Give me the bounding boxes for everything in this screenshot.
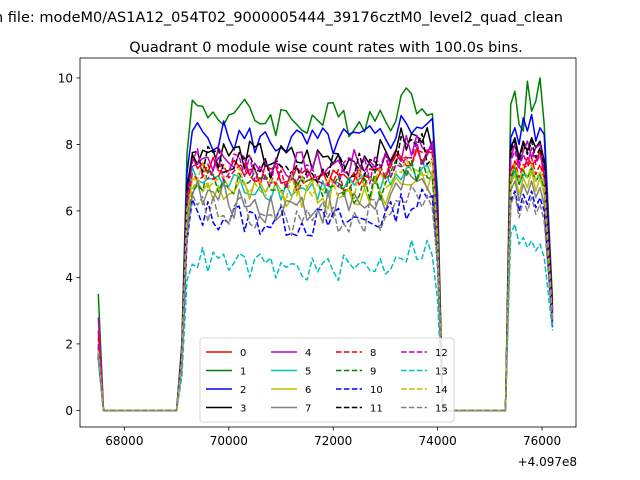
legend-label-0: 0	[240, 348, 246, 359]
legend-label-13: 13	[435, 367, 448, 378]
legend-label-14: 14	[435, 385, 448, 396]
legend-label-15: 15	[435, 404, 448, 415]
x-tick-label-72000: 72000	[314, 434, 352, 448]
legend-label-4: 4	[305, 348, 311, 359]
x-offset-text: +4.097e8	[518, 455, 577, 469]
legend-label-1: 1	[240, 367, 246, 378]
y-tick-label-10: 10	[58, 71, 73, 85]
chart-title: Quadrant 0 module wise count rates with …	[129, 40, 523, 56]
series-line-15	[97, 184, 554, 412]
x-tick-label-70000: 70000	[210, 434, 248, 448]
y-tick-label-4: 4	[65, 271, 73, 285]
legend-label-2: 2	[240, 385, 246, 396]
x-tick-label-74000: 74000	[419, 434, 457, 448]
axes-frame	[79, 57, 577, 428]
y-tick-label-0: 0	[65, 404, 73, 418]
x-tick-label-76000: 76000	[523, 434, 561, 448]
legend-label-5: 5	[305, 367, 311, 378]
y-tick-label-8: 8	[65, 138, 73, 152]
figure-suptitle: n file: modeM0/AS1A12_054T02_9000005444_…	[0, 10, 563, 26]
y-tick-label-6: 6	[65, 204, 73, 218]
legend-label-12: 12	[435, 348, 448, 359]
series-line-14	[97, 157, 554, 412]
series-line-9	[97, 157, 554, 412]
legend-label-7: 7	[305, 404, 311, 415]
legend-label-8: 8	[370, 348, 376, 359]
plot-area	[97, 77, 554, 412]
legend-label-11: 11	[370, 404, 383, 415]
legend-label-3: 3	[240, 404, 246, 415]
legend-label-10: 10	[370, 385, 383, 396]
y-tick-label-2: 2	[65, 337, 73, 351]
legend-label-9: 9	[370, 367, 376, 378]
legend-frame	[199, 337, 455, 423]
series-line-12	[97, 141, 554, 412]
legend-label-6: 6	[305, 385, 311, 396]
x-tick-label-68000: 68000	[105, 434, 143, 448]
series-line-11	[97, 132, 554, 412]
